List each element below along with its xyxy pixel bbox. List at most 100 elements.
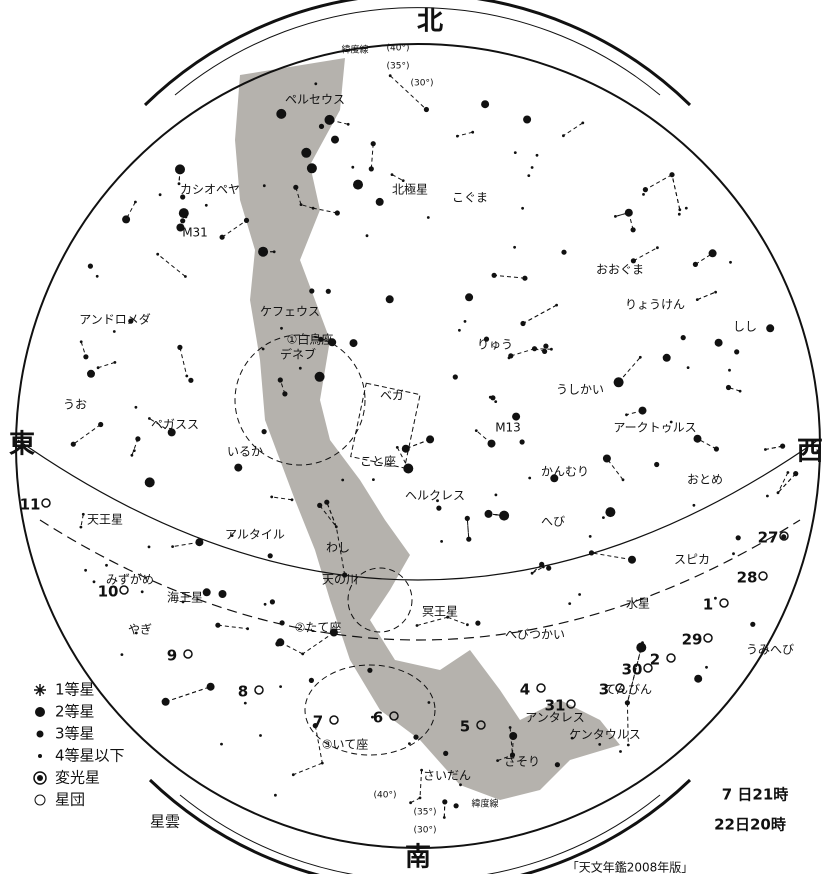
star [677, 212, 681, 216]
star [341, 478, 345, 482]
star [92, 580, 96, 584]
direction: 東 [9, 430, 35, 460]
star [324, 499, 330, 505]
star [694, 674, 703, 683]
star [262, 184, 266, 188]
legend-label: 変光星 [55, 769, 100, 787]
constellation-label: へび [541, 515, 565, 529]
constellation-label: 冥王星 [422, 605, 458, 619]
star [351, 165, 355, 169]
star [81, 512, 85, 516]
star [523, 115, 532, 124]
constellation-label: わし [326, 541, 350, 555]
legend-symbol [35, 707, 45, 717]
constellation-line [626, 642, 643, 703]
star [463, 320, 467, 323]
star [263, 602, 267, 606]
star [171, 545, 175, 548]
constellation-label: ③いて座 [322, 738, 368, 752]
date-marker [643, 663, 653, 673]
star [353, 179, 363, 190]
star [588, 535, 592, 538]
constellation-line [73, 424, 101, 445]
legend-label: 2等星 [55, 703, 95, 721]
star [370, 141, 376, 147]
constellation-line [172, 541, 200, 548]
constellation-line [534, 348, 552, 350]
star [602, 516, 605, 519]
constellation-label: スピカ [674, 553, 710, 567]
star [458, 328, 461, 332]
constellation-line [534, 348, 545, 352]
date-marker [329, 715, 339, 725]
constellation-line [326, 502, 337, 527]
star [561, 249, 567, 255]
date-label: 29 [682, 631, 703, 649]
constellation-label: やぎ [128, 623, 152, 637]
legend-label: 1等星 [55, 681, 95, 699]
star [243, 701, 247, 705]
date-label: 31 [545, 697, 566, 715]
region-box [350, 382, 421, 469]
star [443, 750, 449, 757]
constellation-line [416, 616, 448, 626]
legend-label: 3等星 [55, 725, 95, 743]
constellation-line [671, 174, 681, 210]
star [234, 463, 243, 472]
star [367, 667, 373, 673]
constellation-line [497, 754, 513, 762]
constellation-line [131, 438, 139, 456]
star [95, 274, 99, 278]
date-label: 3 [599, 681, 609, 699]
constellation-label: アルタイル [225, 528, 285, 542]
star [734, 349, 740, 355]
constellation-line [628, 212, 634, 230]
star [527, 174, 531, 178]
star [79, 525, 83, 529]
constellation-line [626, 702, 629, 746]
lat-arc [148, 778, 692, 874]
constellation-line [563, 122, 584, 137]
star [401, 444, 410, 453]
star [535, 153, 539, 157]
star [325, 288, 331, 294]
star [714, 290, 717, 294]
constellation-label: いるか [227, 445, 263, 459]
star [488, 395, 492, 399]
star [318, 123, 325, 129]
star [524, 277, 528, 280]
date-label: 8 [238, 683, 248, 701]
constellation-label: 水星 [626, 597, 650, 611]
constellation-line [633, 247, 658, 262]
constellation-label: かんむり [541, 465, 589, 479]
date-label: 1 [703, 596, 713, 614]
constellation-line [217, 624, 248, 630]
milky-way [235, 58, 620, 800]
star [682, 336, 686, 339]
star [725, 384, 732, 391]
star [301, 147, 312, 158]
date-marker [615, 683, 625, 693]
constellation-line [320, 338, 333, 343]
star [494, 493, 498, 497]
ecliptic [39, 519, 801, 641]
star [272, 250, 276, 254]
star [494, 400, 498, 403]
star [474, 429, 478, 432]
constellation-label: うお [63, 398, 87, 412]
star [267, 553, 273, 559]
star [669, 172, 675, 178]
star [588, 550, 595, 556]
star [276, 638, 285, 647]
star [158, 193, 162, 197]
date-marker [536, 683, 546, 693]
legend-symbol [38, 754, 42, 758]
lat-mark: (35°) [414, 808, 437, 818]
star [140, 590, 144, 594]
date-label: 5 [460, 718, 470, 736]
star [180, 194, 186, 200]
star [453, 803, 459, 809]
time: 7 日21時 [722, 786, 789, 804]
